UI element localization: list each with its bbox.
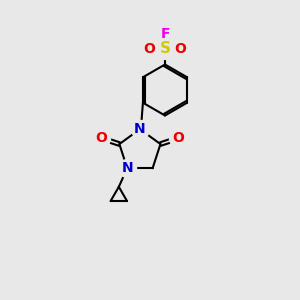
Text: O: O — [95, 131, 107, 145]
Text: O: O — [175, 42, 187, 56]
Text: F: F — [160, 27, 170, 41]
Text: O: O — [172, 131, 184, 145]
Text: O: O — [143, 42, 155, 56]
Text: N: N — [122, 161, 133, 175]
Text: S: S — [160, 41, 170, 56]
Text: N: N — [134, 122, 146, 136]
